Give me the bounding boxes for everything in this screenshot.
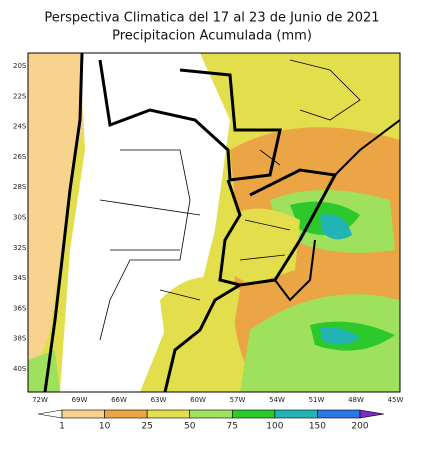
lat-label: 38S bbox=[13, 335, 27, 343]
lon-label: 54W bbox=[269, 396, 285, 404]
precipitation-field bbox=[28, 53, 400, 392]
lon-label: 72W bbox=[32, 396, 48, 404]
lat-label: 28S bbox=[13, 183, 27, 191]
map-frame bbox=[27, 52, 401, 393]
lon-label: 51W bbox=[309, 396, 325, 404]
lat-label: 20S bbox=[13, 62, 27, 70]
lon-label: 63W bbox=[151, 396, 167, 404]
colorbar-segment bbox=[317, 409, 361, 419]
borders bbox=[43, 53, 400, 392]
lat-label: 34S bbox=[13, 274, 27, 282]
subtitle: Precipitacion Acumulada (mm) bbox=[112, 29, 312, 44]
colorbar-label: 200 bbox=[351, 422, 368, 432]
title: Perspectiva Climatica del 17 al 23 de Ju… bbox=[44, 11, 379, 26]
colorbar-segment bbox=[189, 409, 233, 419]
lat-label: 30S bbox=[13, 214, 27, 222]
colorbar-segment bbox=[231, 409, 276, 419]
lat-label: 40S bbox=[13, 365, 27, 373]
lon-label: 57W bbox=[230, 396, 246, 404]
lon-label: 60W bbox=[190, 396, 206, 404]
colorbar-segment bbox=[146, 409, 191, 419]
colorbar-segment bbox=[104, 409, 148, 419]
colorbar-low bbox=[37, 409, 63, 419]
colorbar-label: 100 bbox=[266, 422, 283, 432]
colorbar-segment bbox=[274, 409, 318, 419]
colorbar-label: 150 bbox=[309, 422, 326, 432]
lon-label: 66W bbox=[111, 396, 127, 404]
colorbar-label: 50 bbox=[184, 422, 196, 432]
colorbar-label: 10 bbox=[99, 422, 111, 432]
colorbar-segment bbox=[61, 409, 105, 419]
colorbar-high bbox=[359, 409, 385, 419]
lat-label: 26S bbox=[13, 153, 27, 161]
colorbar-label: 75 bbox=[227, 422, 238, 432]
colorbar-label: 1 bbox=[59, 422, 65, 432]
lat-label: 36S bbox=[13, 304, 27, 312]
lon-label: 69W bbox=[72, 396, 88, 404]
lat-label: 24S bbox=[13, 123, 27, 131]
lat-label: 32S bbox=[13, 244, 27, 252]
lon-label: 48W bbox=[348, 396, 364, 404]
lon-label: 45W bbox=[388, 396, 404, 404]
lat-label: 22S bbox=[13, 92, 27, 100]
colorbar-label: 25 bbox=[141, 422, 152, 432]
